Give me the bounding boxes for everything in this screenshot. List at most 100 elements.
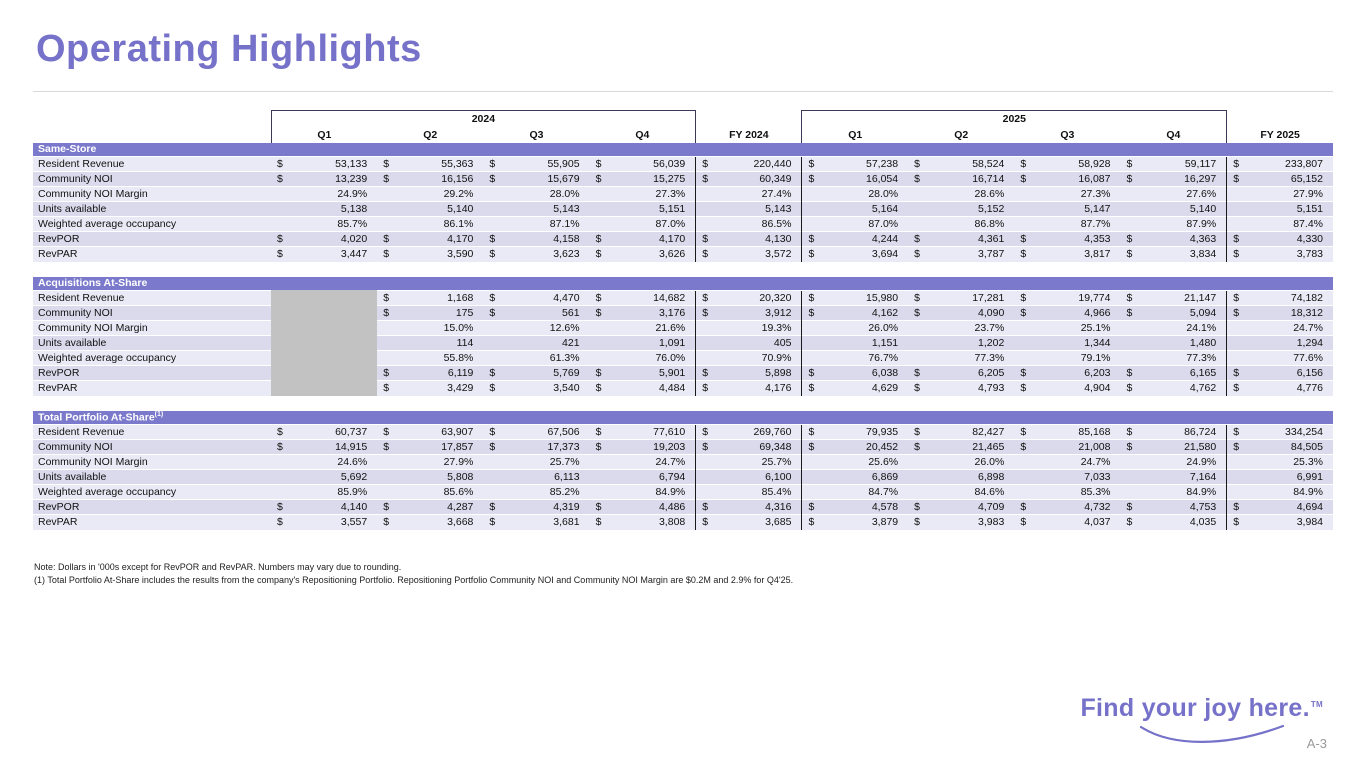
fy-header-spacer (1226, 110, 1333, 127)
value-cell: 87.9% (1120, 216, 1227, 232)
currency-symbol: $ (595, 248, 602, 261)
currency-symbol: $ (383, 501, 390, 513)
cell-value: 4,484 (658, 382, 686, 395)
cell-value: 20,320 (759, 292, 792, 304)
currency-symbol: $ (808, 441, 815, 453)
value-cell: $6,038 (801, 365, 909, 381)
cell-value: 60,349 (759, 173, 792, 185)
currency-symbol: $ (914, 516, 920, 529)
currency-symbol: $ (1233, 292, 1240, 304)
cell-value: 3,912 (765, 307, 792, 319)
na-cell (271, 365, 378, 381)
currency-symbol: $ (702, 233, 709, 245)
currency-symbol: $ (1020, 367, 1027, 379)
value-cell: $4,694 (1226, 499, 1333, 515)
value-cell: $15,679 (483, 171, 590, 187)
currency-symbol: $ (1233, 158, 1240, 170)
value-cell: $58,928 (1014, 156, 1121, 172)
note-line-2: (1) Total Portfolio At-Share includes th… (34, 574, 794, 585)
currency-symbol: $ (1020, 426, 1027, 438)
value-cell: 87.0% (589, 216, 696, 232)
cell-value: 16,156 (441, 173, 474, 185)
value-cell: $63,907 (377, 424, 484, 440)
cell-value: 4,130 (765, 233, 792, 245)
table-row: Resident Revenue $1,168 $4,470 $14,682 $20,3… (33, 290, 1333, 306)
cell-value: 4,140 (340, 501, 368, 513)
table-row: RevPAR $3,447 $3,590 $3,623 $3,626 $3,572 $3,6… (33, 246, 1333, 262)
row-label: RevPAR (33, 246, 271, 262)
value-cell: $3,817 (1014, 246, 1121, 262)
section-gap-row (33, 261, 1333, 277)
value-cell: $67,506 (483, 424, 590, 440)
value-cell: $4,484 (589, 380, 696, 396)
corner-spacer (33, 110, 271, 127)
value-cell: 85.7% (271, 216, 378, 232)
cell-value: 4,170 (447, 233, 474, 245)
value-cell: $3,685 (695, 514, 802, 530)
currency-symbol: $ (1020, 307, 1027, 319)
cell-value: 4,170 (658, 233, 686, 245)
value-cell: 5,140 (377, 201, 484, 217)
currency-symbol: $ (1126, 426, 1133, 438)
currency-symbol: $ (383, 248, 390, 261)
cell-value: 3,879 (871, 516, 899, 529)
value-cell: 28.0% (801, 186, 909, 202)
value-cell: $18,312 (1226, 305, 1333, 321)
value-cell: 7,164 (1120, 469, 1227, 485)
currency-symbol: $ (1233, 516, 1240, 529)
cell-value: 3,783 (1296, 248, 1323, 261)
table-row: Units available 114 421 1,091 405 1,151 1,202 1… (33, 335, 1333, 351)
currency-symbol: $ (702, 516, 709, 529)
currency-symbol: $ (1233, 233, 1240, 245)
value-cell: $269,760 (695, 424, 802, 440)
value-cell: 6,898 (908, 469, 1015, 485)
value-cell: 21.6% (589, 320, 696, 336)
value-cell: $21,008 (1014, 439, 1121, 455)
row-label: RevPOR (33, 499, 271, 515)
value-cell: 55.8% (377, 350, 484, 366)
currency-symbol: $ (277, 516, 283, 529)
value-cell: $6,165 (1120, 365, 1227, 381)
cell-value: 21,147 (1184, 292, 1217, 304)
cell-value: 4,793 (978, 382, 1005, 395)
value-cell: 15.0% (377, 320, 484, 336)
value-cell: $4,470 (483, 290, 590, 306)
cell-value: 4,904 (1084, 382, 1111, 395)
row-label: Weighted average occupancy (33, 484, 271, 500)
cell-value: 3,681 (553, 516, 580, 529)
currency-symbol: $ (595, 292, 602, 304)
value-cell: 86.5% (695, 216, 802, 232)
currency-symbol: $ (1233, 248, 1240, 261)
currency-symbol: $ (914, 233, 920, 245)
row-label: RevPAR (33, 380, 271, 396)
currency-symbol: $ (914, 292, 920, 304)
value-cell: 114 (377, 335, 484, 351)
cell-value: 16,054 (866, 173, 899, 185)
cell-value: 3,787 (978, 248, 1005, 261)
page-number: A-3 (1306, 736, 1327, 751)
value-cell: $59,117 (1120, 156, 1227, 172)
value-cell: $16,087 (1014, 171, 1121, 187)
row-label: Weighted average occupancy (33, 350, 271, 366)
value-cell: 87.4% (1226, 216, 1333, 232)
cell-value: 53,133 (335, 158, 368, 170)
currency-symbol: $ (595, 367, 602, 379)
currency-symbol: $ (914, 173, 920, 185)
value-cell: $3,808 (589, 514, 696, 530)
value-cell: 1,202 (908, 335, 1015, 351)
value-cell: 1,294 (1226, 335, 1333, 351)
operating-highlights-table-wrap: 2024 2025 Q1 Q2 Q3 Q4 FY 2024 Q1 Q2 Q3 Q4 FY 2025 Sa… (33, 110, 1333, 530)
currency-symbol: $ (914, 501, 920, 513)
cell-value: 69,348 (759, 441, 792, 453)
value-cell: 25.6% (801, 454, 909, 470)
na-cell (271, 290, 378, 306)
value-cell: $5,769 (483, 365, 590, 381)
currency-symbol: $ (595, 501, 602, 513)
value-cell: $4,170 (589, 231, 696, 247)
currency-symbol: $ (383, 516, 390, 529)
currency-symbol: $ (383, 292, 390, 304)
currency-symbol: $ (489, 233, 496, 245)
row-label: Community NOI Margin (33, 454, 271, 470)
cell-value: 82,427 (972, 426, 1005, 438)
cell-value: 4,035 (1189, 516, 1217, 529)
